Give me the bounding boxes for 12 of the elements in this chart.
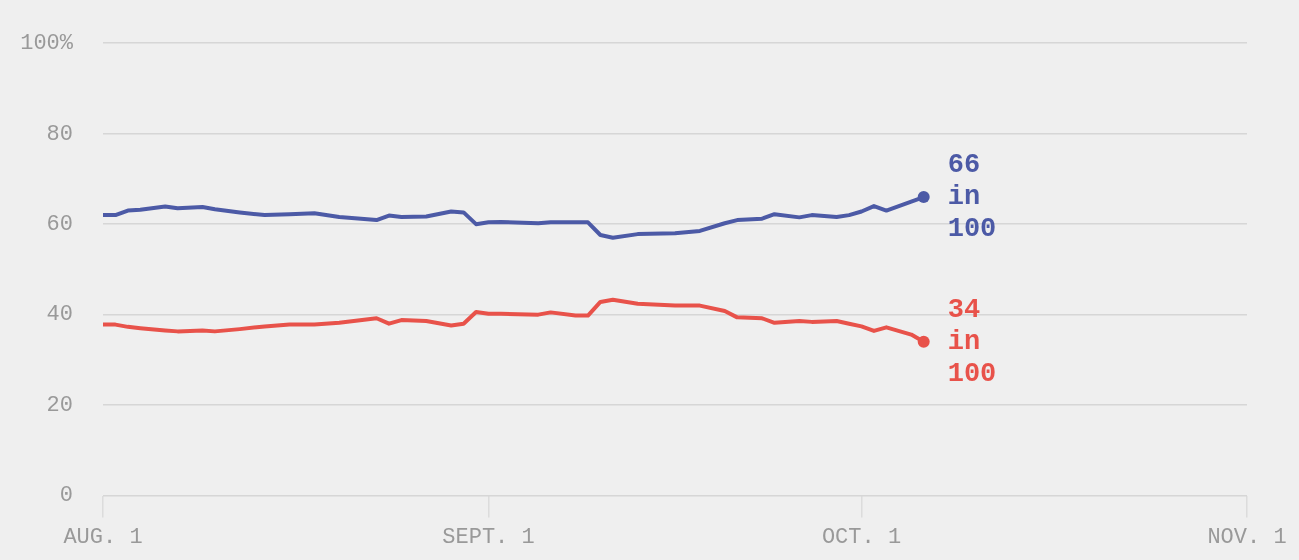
y-tick-label: 40: [46, 302, 73, 328]
y-tick-label: 100%: [20, 31, 74, 57]
x-tick-label: OCT. 1: [821, 524, 902, 550]
y-tick-label: 80: [46, 121, 73, 147]
y-tick-label: 0: [59, 483, 73, 509]
y-tick-label: 20: [46, 392, 73, 418]
annotation: 66 in 100: [947, 149, 997, 244]
x-tick-label: SEPT. 1: [442, 524, 535, 550]
x-tick-label: NOV. 1: [1207, 524, 1287, 550]
x-tick-label: AUG. 1: [63, 524, 143, 550]
annotation: 34 in 100: [947, 294, 997, 389]
y-tick-label: 60: [46, 211, 73, 237]
